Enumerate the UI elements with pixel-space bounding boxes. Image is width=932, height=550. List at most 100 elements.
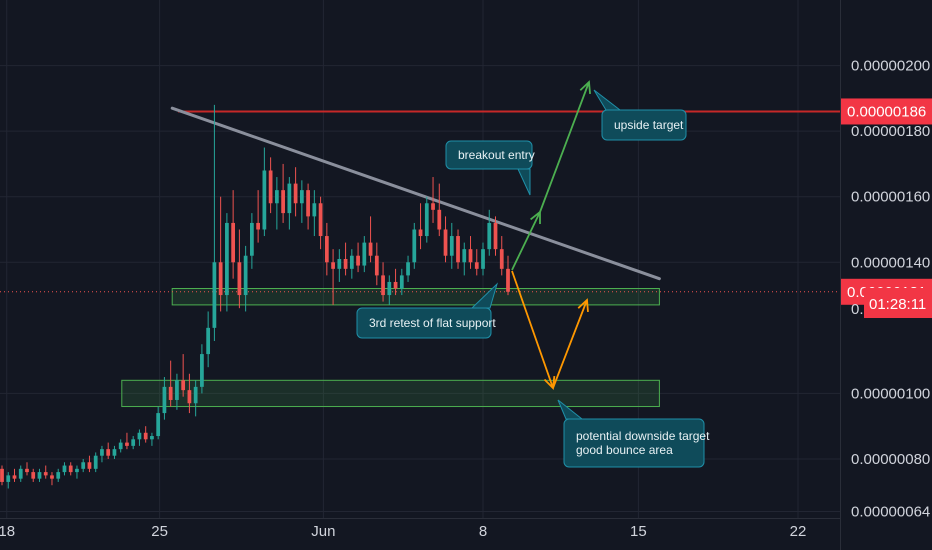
candle-body: [43, 472, 48, 476]
candles: [0, 104, 510, 489]
candle-body: [112, 449, 117, 456]
candle-body: [499, 249, 504, 269]
candle-body: [462, 249, 467, 263]
bullish-arrow-segment: [539, 81, 590, 213]
candle-body: [256, 222, 260, 230]
x-tick-label: 22: [790, 523, 807, 540]
breakout-entry-note-text: breakout entry: [458, 148, 535, 162]
partial-y-label: 0.: [851, 301, 864, 318]
candle-body: [168, 386, 173, 400]
candle-body: [75, 468, 79, 473]
candle-body: [37, 472, 42, 479]
bullish-arrow-segment: [511, 211, 541, 271]
candle-body: [431, 203, 435, 210]
candle-body: [449, 236, 454, 256]
candle-body: [181, 380, 186, 391]
grid: [0, 0, 840, 518]
countdown-tag: [864, 288, 932, 318]
candle-body: [225, 222, 229, 296]
candle-body: [31, 472, 36, 479]
y-tick-label: 0.00000180: [851, 123, 930, 140]
retest-support-note-box: [356, 307, 492, 339]
candle-body: [12, 475, 17, 479]
candle-body: [456, 236, 460, 263]
bullish-arrow: [511, 80, 591, 271]
bearish-arrow-segment: [552, 299, 588, 389]
upside-target-note: upside target: [593, 89, 687, 141]
candle-body: [137, 432, 142, 440]
candle-body: [243, 255, 248, 296]
descending-trendline: [170, 106, 661, 281]
candle-body: [324, 236, 329, 263]
candle-body: [493, 222, 498, 250]
x-tick-label: Jun: [311, 523, 335, 540]
candle-body: [118, 442, 123, 450]
retest-support-note-text: 3rd retest of flat support: [369, 316, 496, 330]
breakout-entry-note-box: [445, 140, 533, 170]
candle-body: [481, 249, 485, 269]
candle-body: [206, 327, 211, 355]
upside-target-note-text: upside target: [614, 118, 684, 132]
candle-body: [406, 262, 410, 276]
candle-body: [281, 190, 285, 214]
x-tick-label: 8: [479, 523, 487, 540]
downside-target-note-text: potential downside target: [576, 429, 710, 443]
candle-body: [81, 462, 86, 469]
candle-body: [274, 190, 279, 204]
candle-body: [125, 442, 129, 446]
annotations: upside target breakout entry 3rd retest of…: [356, 89, 710, 468]
candle-body: [306, 190, 310, 217]
candle-body: [399, 275, 404, 289]
candle-body: [424, 203, 429, 237]
candle-body: [318, 203, 323, 237]
candle-body: [381, 275, 385, 296]
x-tick-label: 15: [630, 523, 647, 540]
candle-body: [268, 170, 273, 204]
candle-body: [393, 281, 398, 289]
candle-body: [212, 262, 217, 328]
bearish-arrow: [511, 270, 589, 390]
resistance-price-tag: [841, 98, 932, 125]
arrows: [511, 80, 591, 390]
candle-body: [62, 465, 67, 473]
candle-body: [50, 475, 54, 479]
y-tick-label: 0.00000160: [851, 189, 930, 206]
candle-body: [143, 432, 148, 440]
candle-body: [356, 255, 360, 266]
lines: [0, 106, 840, 293]
upside-target-note-box: [601, 109, 687, 141]
y-tick-label: 0.00000080: [851, 451, 930, 468]
candle-body: [131, 439, 136, 446]
candle-body: [156, 413, 161, 437]
candle-body: [437, 209, 442, 230]
candle-body: [418, 229, 423, 237]
candle-body: [93, 455, 98, 469]
zones: [121, 288, 660, 408]
candle-body: [368, 242, 373, 256]
candle-body: [25, 468, 29, 473]
candle-body: [287, 183, 292, 214]
candle-body: [250, 222, 254, 256]
candle-body: [312, 203, 317, 217]
candle-body: [6, 475, 11, 482]
candle-body: [218, 262, 223, 296]
candle-body: [374, 255, 379, 276]
candle-body: [387, 281, 392, 296]
countdown-tag-text: 01:28:11: [869, 296, 926, 313]
y-tick-label: 0.00000200: [851, 58, 930, 75]
zone-downside-target: [121, 379, 660, 408]
candle-body: [468, 249, 473, 263]
candle-body: [349, 255, 354, 269]
bullish-arrow-head: [579, 80, 591, 95]
breakout-entry-note: breakout entry: [445, 140, 535, 196]
candle-body: [56, 472, 61, 479]
bearish-arrow-head: [577, 298, 589, 313]
downside-target-note-text: good bounce area: [576, 443, 673, 457]
candle-body: [193, 386, 198, 404]
candle-body: [87, 462, 92, 469]
candle-body: [100, 449, 104, 456]
